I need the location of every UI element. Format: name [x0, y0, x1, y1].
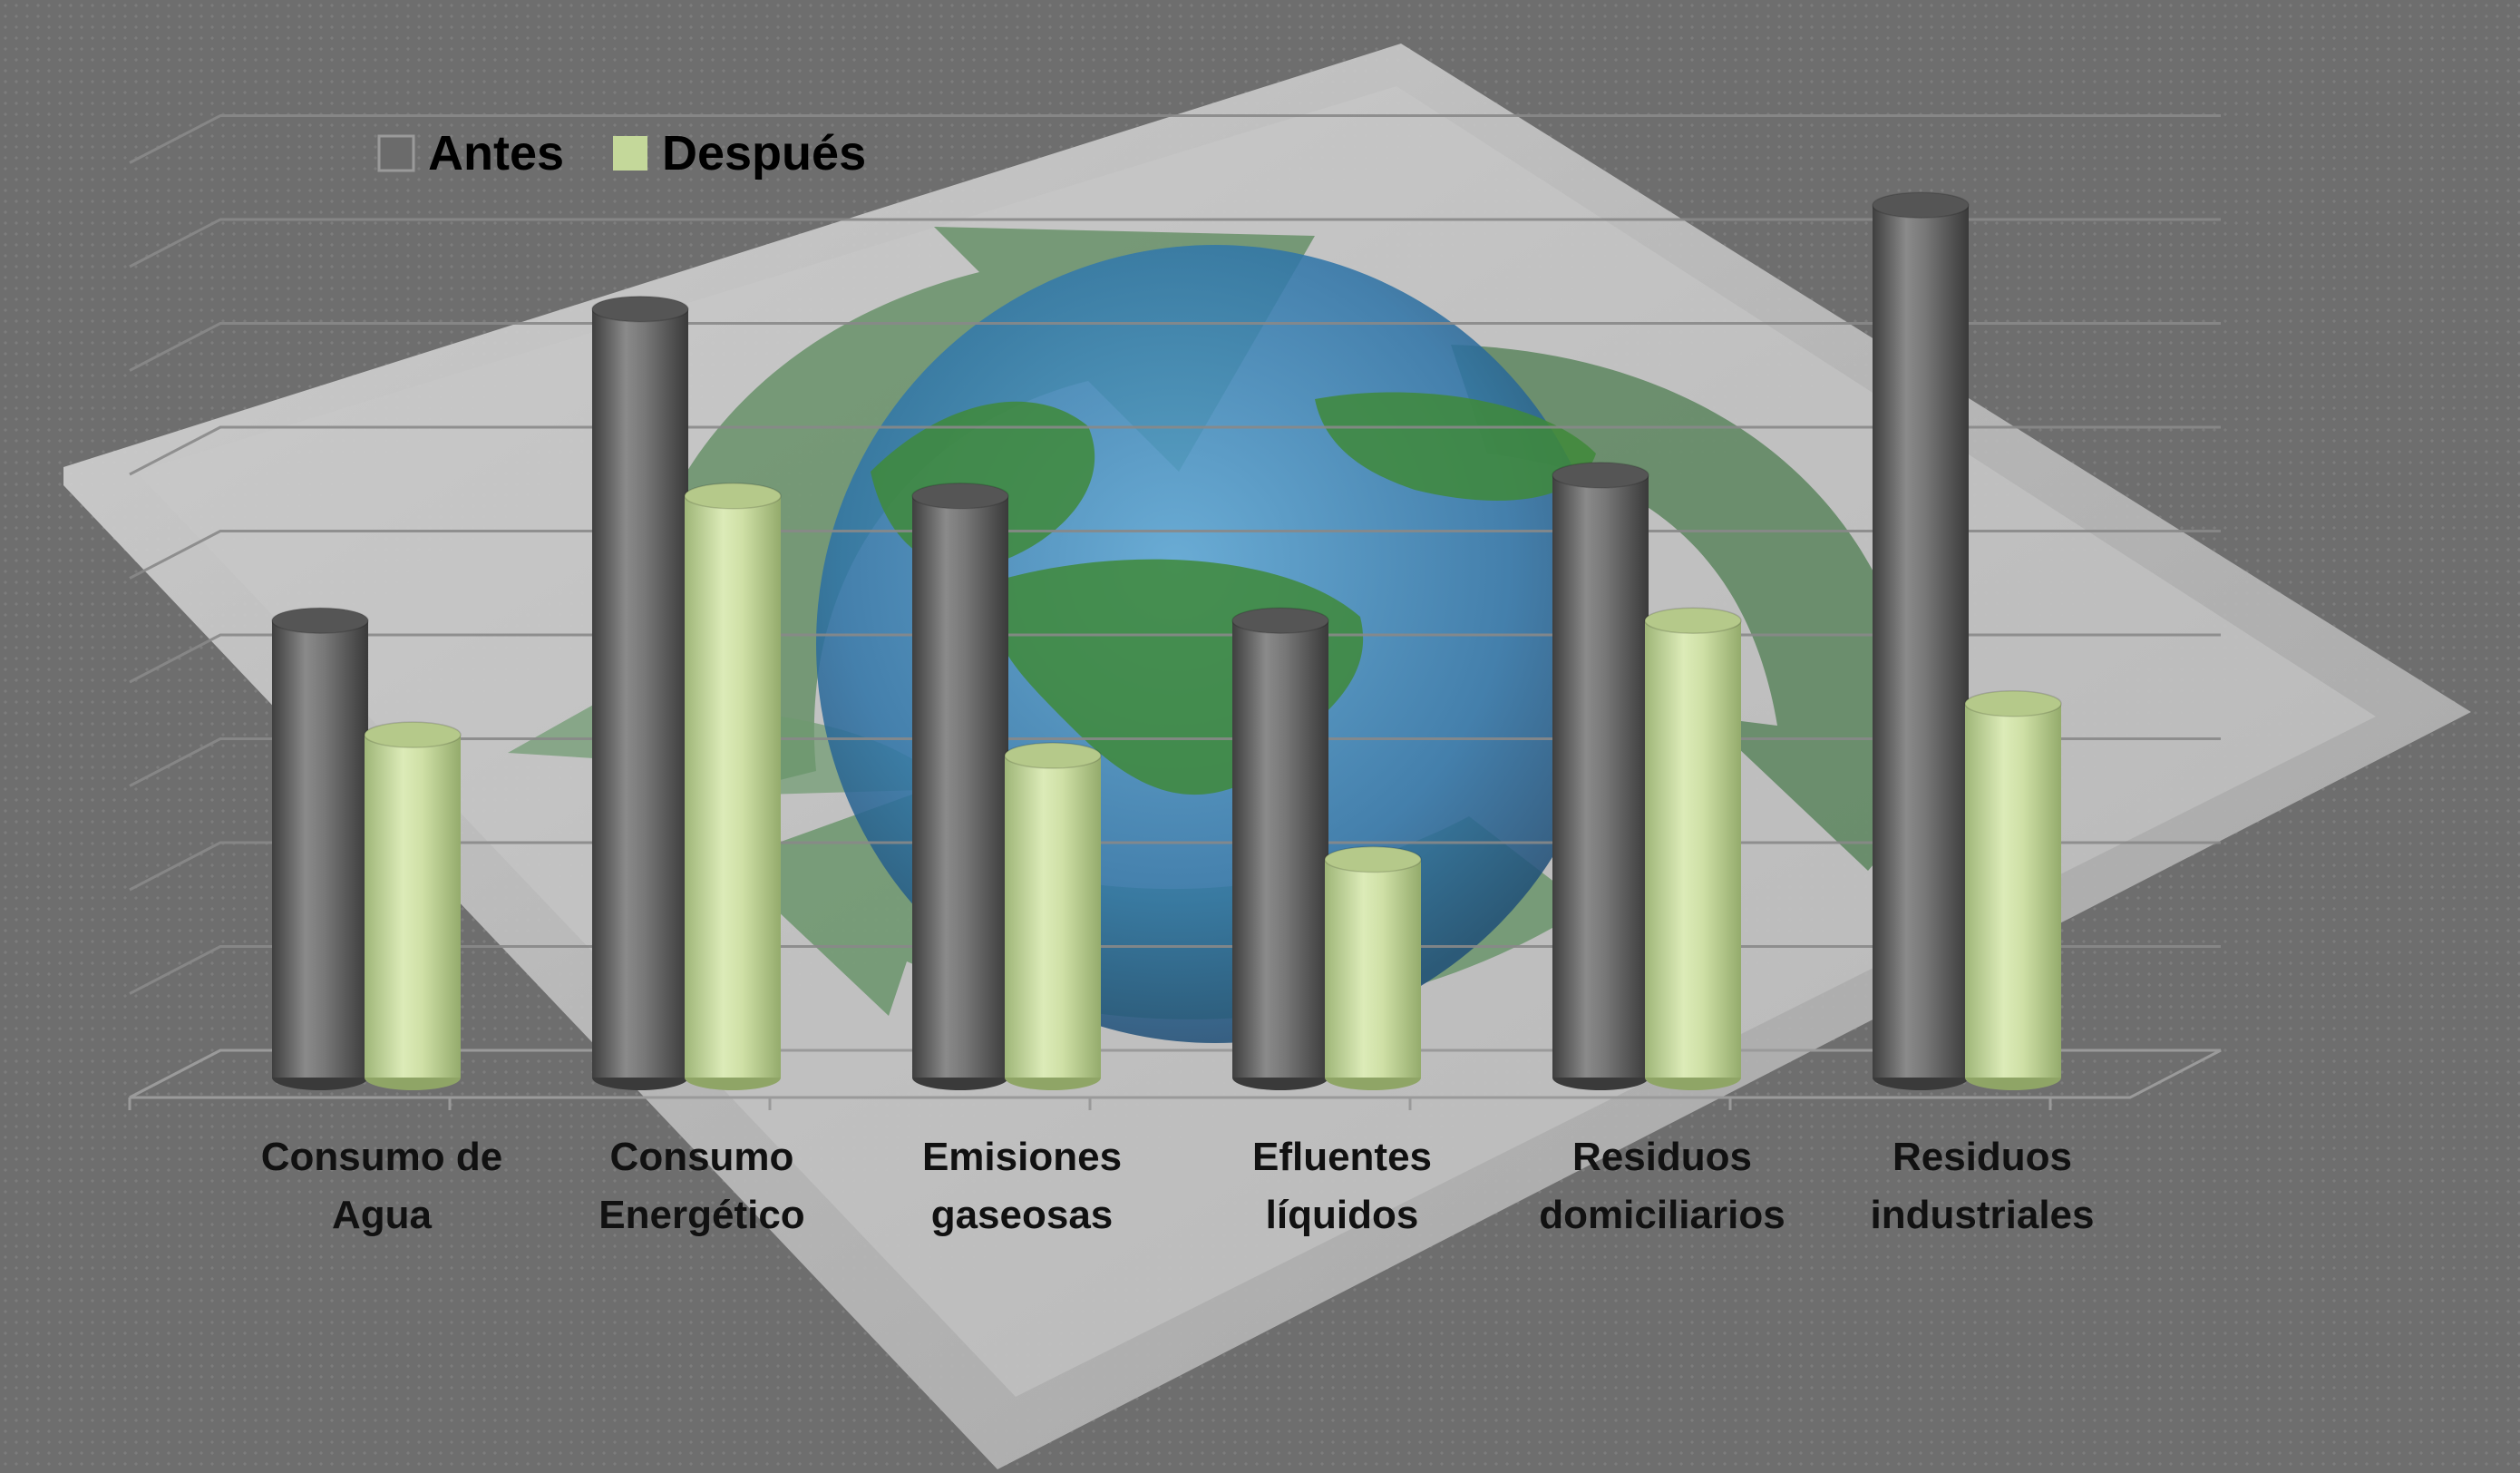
bar-antes-2: [911, 483, 1009, 1090]
bar-después-3: [1324, 845, 1422, 1090]
legend-label: Antes: [428, 126, 564, 180]
bar-antes-0: [271, 607, 369, 1090]
x-tick-label: Emisiones: [922, 1135, 1122, 1179]
legend: Antes Después: [377, 126, 866, 180]
x-tick-label: industriales: [1871, 1193, 2095, 1237]
globe-land: [1315, 392, 1596, 501]
bar-antes-1: [591, 295, 689, 1090]
x-tick-label: Residuos: [1572, 1135, 1752, 1179]
gridline: [129, 425, 2221, 476]
bar-después-1: [684, 483, 782, 1090]
x-tick-label: Energético: [598, 1193, 804, 1237]
legend-swatch-después: [613, 136, 647, 171]
gridline: [129, 322, 2221, 372]
category-labels: Consumo de Agua Consumo Energético Emisiones…: [261, 1135, 2095, 1237]
bar-antes-4: [1552, 462, 1649, 1090]
x-tick-label: Efluentes: [1252, 1135, 1432, 1179]
legend-label: Después: [662, 126, 866, 180]
bars-group: [271, 191, 2062, 1090]
x-tick-label: domiciliarios: [1539, 1193, 1785, 1237]
x-tick-label: Consumo de: [261, 1135, 502, 1179]
bar-después-5: [1964, 690, 2062, 1090]
bar-antes-3: [1231, 607, 1329, 1090]
bar-después-4: [1644, 607, 1742, 1090]
bar-después-2: [1004, 742, 1102, 1090]
x-tick-label: líquidos: [1266, 1193, 1419, 1237]
x-tick-label: Agua: [332, 1193, 433, 1237]
x-tick-label: Residuos: [1892, 1135, 2072, 1179]
legend-swatch-antes: [377, 134, 415, 172]
x-tick-label: Consumo: [610, 1135, 794, 1179]
bar-después-0: [364, 721, 462, 1090]
x-tick-label: gaseosas: [931, 1193, 1114, 1237]
gridline: [129, 114, 2221, 164]
gridline: [129, 218, 2221, 268]
bar-antes-5: [1872, 191, 1970, 1090]
